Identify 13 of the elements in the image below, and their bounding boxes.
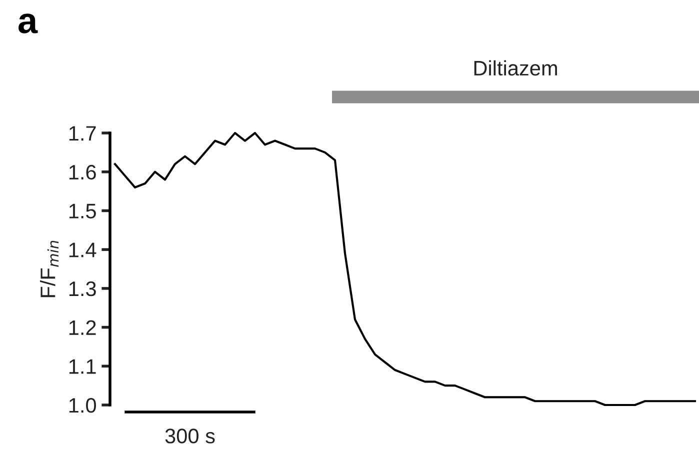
y-tick-label: 1.3 xyxy=(69,281,96,296)
y-tick-label: 1.6 xyxy=(69,164,96,180)
y-tick-label: 1.7 xyxy=(69,126,96,141)
text: Diltiazem xyxy=(474,60,557,76)
y-axis-title: F/F$_{min}$ xyxy=(40,240,58,298)
y-tick-label: 1.5 xyxy=(69,204,96,218)
line-series xyxy=(114,132,696,406)
y-tick-label: 1.4 xyxy=(69,242,96,258)
y-tick-label: 1.0 xyxy=(69,398,96,413)
text: a xyxy=(18,14,38,34)
x-axis-title: 300 s xyxy=(165,428,215,444)
y-tick-label: 1.1 xyxy=(69,359,96,374)
y-tick-label: 1.2 xyxy=(69,320,96,335)
